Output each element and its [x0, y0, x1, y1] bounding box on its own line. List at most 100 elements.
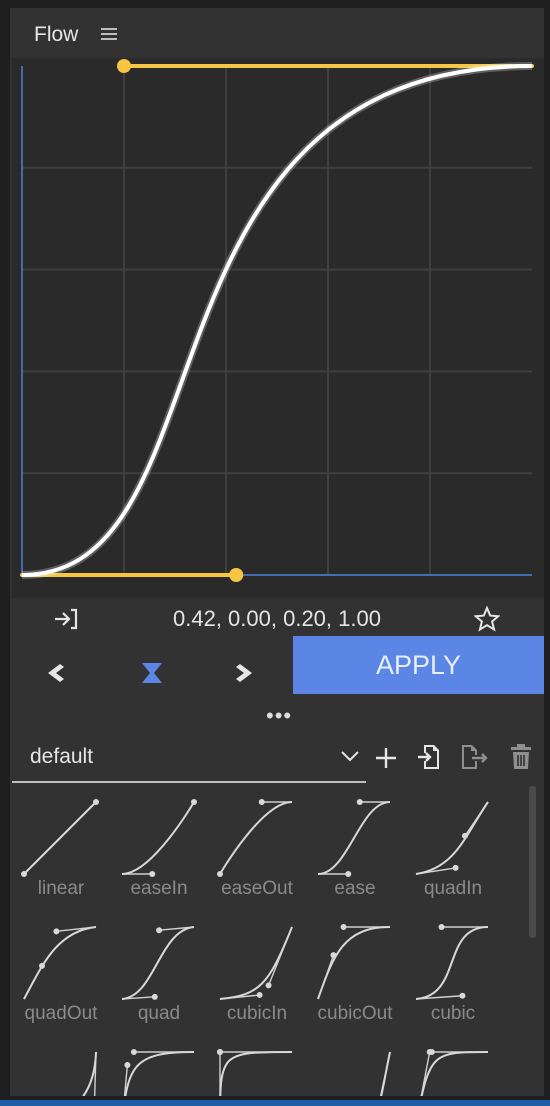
thumb-control-point — [438, 924, 445, 930]
thumb-control-point — [340, 924, 347, 930]
preset-scrollbar-thumb[interactable] — [529, 786, 536, 938]
panel-header: Flow — [10, 8, 544, 58]
thumb-control-point — [217, 871, 223, 877]
preset-item[interactable]: easeOut — [208, 784, 306, 909]
panel-title: Flow — [34, 23, 79, 46]
hourglass-icon[interactable] — [140, 662, 164, 684]
preset-thumbnail — [317, 799, 391, 877]
preset-item[interactable] — [208, 1034, 306, 1096]
thumb-control-point — [191, 799, 197, 805]
thumb-curve — [121, 926, 195, 1000]
thumb-control-point — [130, 1049, 137, 1055]
preset-item[interactable]: quadOut — [12, 909, 110, 1034]
thumb-control-point — [461, 832, 468, 839]
thumb-control-point — [330, 952, 337, 959]
preset-thumbnail — [217, 799, 293, 877]
thumb-control-point — [452, 864, 459, 871]
curve-editor[interactable] — [12, 58, 544, 598]
thumb-control-point — [356, 799, 363, 805]
star-icon[interactable] — [474, 606, 500, 632]
thumb-curve — [23, 926, 97, 1000]
thumb-control-point — [151, 993, 158, 1000]
thumb-curve — [420, 1051, 489, 1096]
window-bottom-edge — [0, 1100, 550, 1106]
thumb-control-point — [265, 982, 272, 989]
preset-item[interactable]: quadIn — [404, 784, 502, 909]
preset-item[interactable]: cubicIn — [208, 909, 306, 1034]
navigation-row: APPLY — [10, 636, 544, 698]
end-control-handle[interactable] — [117, 59, 131, 73]
thumb-control-point — [39, 962, 45, 969]
preset-thumbnail — [219, 926, 293, 1000]
preset-item[interactable] — [12, 1034, 110, 1096]
thumb-control-point — [459, 992, 466, 999]
thumb-control-point — [345, 871, 352, 877]
thumb-control-point — [156, 927, 163, 934]
preset-item[interactable]: easeIn — [110, 784, 208, 909]
preset-item[interactable]: cubic — [404, 909, 502, 1034]
thumb-curve — [317, 801, 391, 875]
thumb-control-point — [258, 799, 265, 805]
chevron-right-icon[interactable] — [234, 662, 256, 684]
thumb-curve — [317, 926, 391, 1000]
curve-graph[interactable] — [12, 58, 544, 598]
chevron-left-icon[interactable] — [46, 662, 72, 684]
preset-thumbnail — [379, 1051, 391, 1096]
preset-thumbnail — [317, 924, 391, 1000]
preset-thumbnail — [121, 926, 195, 1000]
preset-label: quadIn — [423, 878, 483, 899]
apply-button[interactable]: APPLY — [293, 636, 544, 694]
thumb-control-point — [149, 871, 156, 877]
window-top-edge — [0, 0, 550, 8]
preset-item[interactable] — [110, 1034, 208, 1096]
preset-item[interactable] — [306, 1034, 404, 1096]
preset-item[interactable] — [404, 1034, 502, 1096]
thumb-curve — [219, 1051, 293, 1096]
preset-item[interactable]: ease — [306, 784, 404, 909]
easing-curve — [21, 64, 533, 577]
thumb-curve — [121, 801, 195, 875]
preset-item[interactable]: linear — [12, 784, 110, 909]
export-file-icon[interactable] — [460, 743, 490, 771]
curve-glow — [21, 62, 533, 579]
more-options-button[interactable]: ••• — [266, 703, 293, 728]
preset-thumbnail — [23, 926, 97, 1000]
preset-label: quad — [137, 1003, 181, 1024]
preset-label: cubicIn — [226, 1003, 288, 1024]
import-file-icon[interactable] — [416, 743, 442, 771]
hamburger-icon[interactable] — [100, 26, 118, 42]
preset-thumbnail — [415, 924, 489, 1000]
bezier-values[interactable]: 0.42, 0.00, 0.20, 1.00 — [173, 606, 381, 631]
preset-label: quadOut — [24, 1003, 98, 1024]
preset-dropdown[interactable]: default — [30, 745, 94, 768]
thumb-control-point — [256, 992, 263, 999]
arrow-into-bracket-icon[interactable] — [52, 607, 80, 631]
thumb-curve — [124, 1051, 195, 1096]
preset-thumbnail — [81, 1051, 97, 1096]
chevron-down-icon[interactable] — [340, 749, 360, 763]
preset-thumbnail — [21, 799, 99, 877]
preset-dropdown-underline — [12, 781, 366, 783]
preset-label: easeOut — [221, 878, 293, 899]
preset-grid: linear easeIn easeOut ease quadIn quadOut quad… — [12, 784, 528, 1096]
preset-thumbnail — [415, 801, 489, 875]
thumb-curve — [415, 926, 489, 1000]
thumb-control-point — [53, 928, 60, 935]
start-control-handle[interactable] — [229, 568, 244, 582]
thumb-curve — [219, 926, 293, 1000]
trash-icon[interactable] — [508, 743, 534, 771]
preset-thumbnail — [217, 1049, 293, 1096]
preset-item[interactable]: quad — [110, 909, 208, 1034]
thumb-control-point — [124, 1061, 131, 1068]
preset-thumbnail — [420, 1049, 489, 1096]
thumb-control-point — [217, 1049, 223, 1055]
preset-thumbnail — [123, 1049, 195, 1096]
preset-selector-row: default — [10, 733, 544, 783]
thumb-control-point — [93, 799, 99, 805]
preset-label: cubic — [430, 1003, 476, 1024]
flow-panel: Flow 0.42, 0.00, 0.20, 1.00 — [10, 8, 544, 1096]
plus-icon[interactable] — [374, 746, 398, 770]
thumb-curve — [415, 801, 489, 875]
thumb-curve — [81, 1051, 97, 1096]
preset-item[interactable]: cubicOut — [306, 909, 404, 1034]
